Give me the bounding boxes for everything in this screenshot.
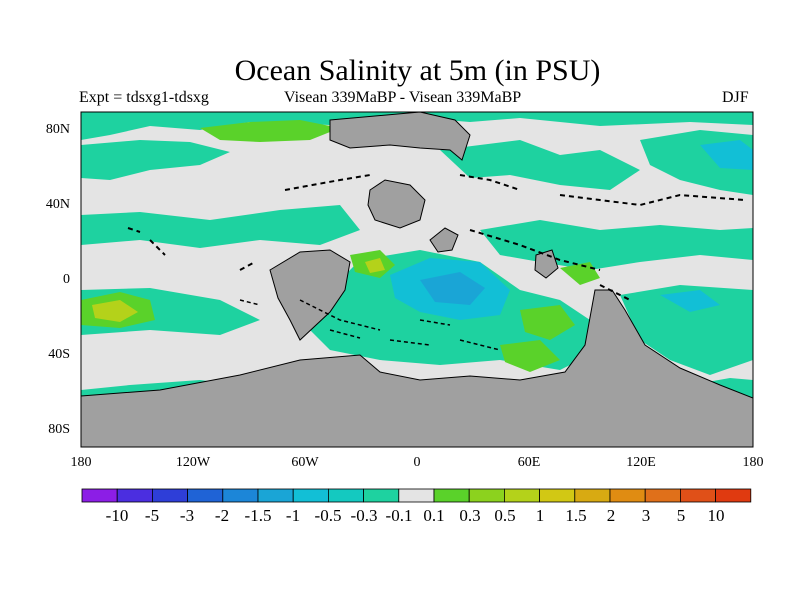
x-tick-label: 60E <box>517 455 541 470</box>
season-label: DJF <box>722 89 749 106</box>
salinity-region-yellow <box>365 258 385 273</box>
colorbar-label: 0.5 <box>494 506 516 525</box>
salinity-region-green <box>500 340 560 372</box>
salinity-region-teal <box>81 205 360 248</box>
colorbar <box>81 488 752 503</box>
salinity-region-blue <box>420 272 485 305</box>
colorbar-swatch <box>609 488 646 503</box>
salinity-region-green <box>560 262 600 285</box>
salinity-region-yellow <box>92 300 138 322</box>
colorbar-label: 2 <box>606 506 616 525</box>
land-laurussia <box>329 112 471 161</box>
colorbar-swatch <box>680 488 717 503</box>
colorbar-label: -1 <box>285 506 301 525</box>
x-tick-label: 0 <box>413 455 421 470</box>
colorbar-swatch <box>715 488 752 503</box>
colorbar-swatch <box>116 488 153 503</box>
experiment-label: Expt = tdsxg1-tdsxg <box>79 89 209 106</box>
y-tick-label: 40N <box>45 197 70 212</box>
colorbar-swatch <box>644 488 681 503</box>
colorbar-swatch <box>151 488 188 503</box>
x-tick-label: 120E <box>626 455 656 470</box>
salinity-region-teal <box>440 140 640 190</box>
salinity-region-green <box>200 120 340 142</box>
colorbar-swatch <box>292 488 329 503</box>
colorbar-swatch <box>81 488 118 503</box>
colorbar-label: 3 <box>641 506 651 525</box>
colorbar-swatch <box>222 488 259 503</box>
map-frame <box>80 111 754 448</box>
salinity-region-teal <box>620 285 753 375</box>
colorbar-label: 10 <box>707 506 725 525</box>
colorbar-label: -2 <box>214 506 230 525</box>
colorbar-label: 0.3 <box>459 506 481 525</box>
colorbar-label: -0.5 <box>314 506 342 525</box>
colorbar-swatch <box>503 488 540 503</box>
y-tick-label: 80N <box>45 122 70 137</box>
coastline-dashed <box>239 299 501 351</box>
land-gondwana-west <box>269 249 351 341</box>
colorbar-swatch <box>398 488 435 503</box>
land-island <box>429 227 459 253</box>
colorbar-label: -0.1 <box>385 506 413 525</box>
x-tick-label: 180 <box>742 455 764 470</box>
period-label: Visean 339MaBP - Visean 339MaBP <box>284 89 522 106</box>
y-tick-label: 0 <box>63 272 70 287</box>
x-tick-label: 120W <box>175 455 211 470</box>
colorbar-label: -3 <box>179 506 195 525</box>
colorbar-label: 5 <box>676 506 686 525</box>
colorbar-label: -0.3 <box>350 506 378 525</box>
colorbar-swatch <box>363 488 400 503</box>
colorbar-label: -10 <box>105 506 129 525</box>
x-tick-label: 60W <box>291 455 319 470</box>
land-island <box>367 179 426 229</box>
land-island <box>534 249 559 279</box>
map-area <box>81 112 753 447</box>
colorbar-swatch <box>468 488 505 503</box>
colorbar-swatch <box>327 488 364 503</box>
colorbar-swatch <box>187 488 224 503</box>
x-tick-label: 180 <box>70 455 92 470</box>
map-title: Ocean Salinity at 5m (in PSU) <box>234 54 601 87</box>
salinity-region-green <box>520 305 575 340</box>
colorbar-label: 1.5 <box>565 506 587 525</box>
salinity-region-cyan <box>660 290 720 312</box>
colorbar-label: -1.5 <box>244 506 272 525</box>
colorbar-label: 0.1 <box>423 506 445 525</box>
colorbar-swatch <box>539 488 576 503</box>
salinity-region-cyan <box>700 140 753 170</box>
y-tick-label: 40S <box>48 347 70 362</box>
land-gondwana <box>81 289 753 447</box>
salinity-region-teal <box>81 112 753 140</box>
coastline-dashed <box>127 174 746 301</box>
colorbar-label: -5 <box>144 506 160 525</box>
colorbar-swatch <box>433 488 470 503</box>
salinity-region-teal <box>81 140 230 180</box>
colorbar-swatch <box>257 488 294 503</box>
y-tick-label: 80S <box>48 422 70 437</box>
colorbar-swatch <box>574 488 611 503</box>
colorbar-label: 1 <box>535 506 545 525</box>
